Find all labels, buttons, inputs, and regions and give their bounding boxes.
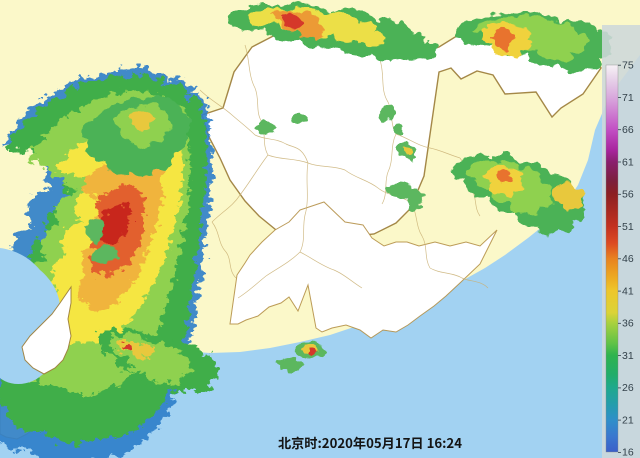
svg-text:31: 31	[622, 350, 634, 362]
svg-text:北京时:2020年05月17日 16:24: 北京时:2020年05月17日 16:24	[278, 433, 462, 452]
svg-text:21: 21	[622, 414, 634, 426]
svg-text:71: 71	[622, 92, 634, 104]
svg-text:51: 51	[622, 221, 634, 233]
svg-text:66: 66	[622, 124, 634, 136]
svg-text:41: 41	[622, 285, 634, 297]
svg-text:75: 75	[622, 60, 634, 72]
svg-text:26: 26	[622, 382, 634, 394]
svg-text:61: 61	[622, 156, 634, 168]
svg-text:46: 46	[622, 253, 634, 265]
svg-text:36: 36	[622, 318, 634, 330]
svg-text:16: 16	[622, 447, 634, 458]
svg-text:56: 56	[622, 189, 634, 201]
